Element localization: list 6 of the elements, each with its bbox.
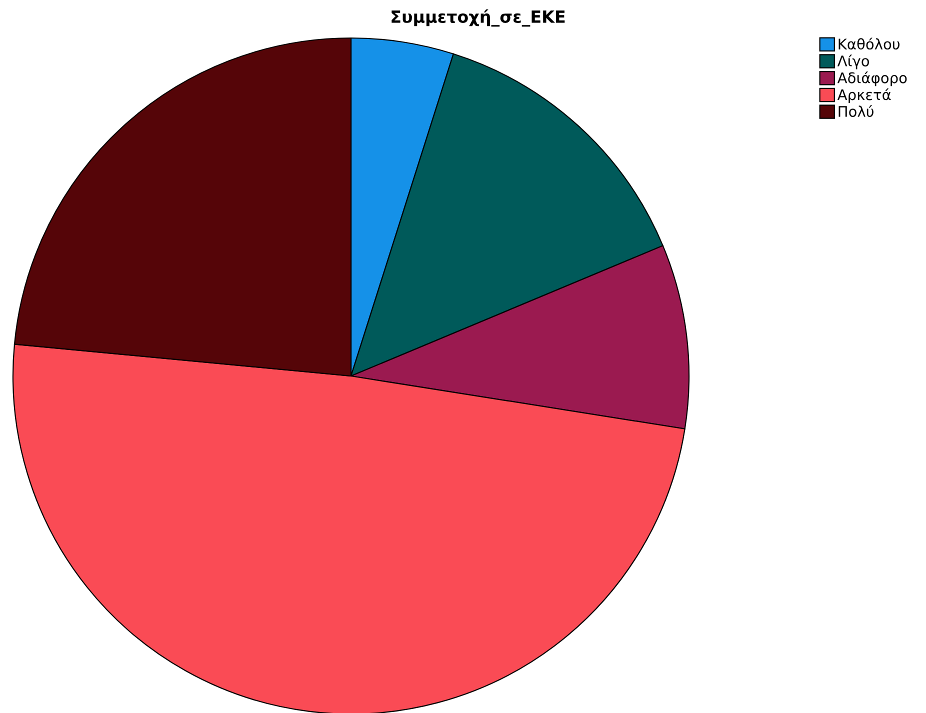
legend-label: Καθόλου (838, 38, 900, 50)
legend-label: Λίγο (837, 54, 869, 70)
legend-label: Αρκετά (837, 88, 891, 104)
legend-label: Πολύ (838, 105, 874, 117)
legend-label: Αδιάφορο (837, 71, 907, 86)
chart-title: Συμμετοχή_σε_ΕΚΕ (392, 9, 565, 27)
